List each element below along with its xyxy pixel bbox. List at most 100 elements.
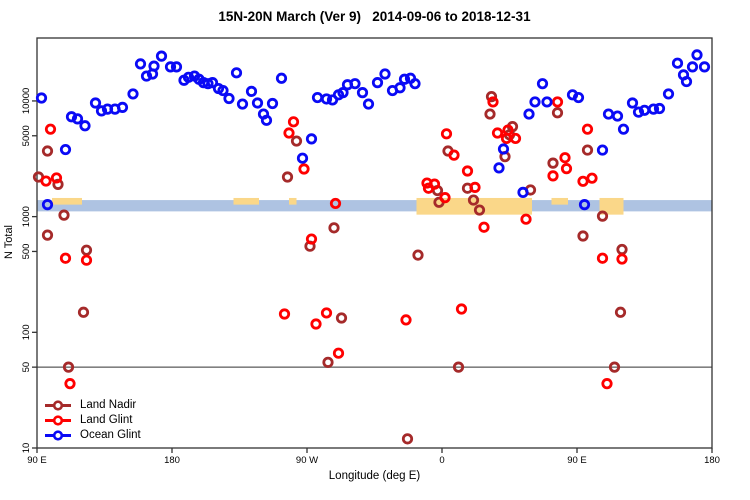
point-ocean-glint <box>617 123 630 135</box>
point-land-nadir <box>281 171 294 183</box>
point-land-nadir <box>62 361 75 373</box>
point-land-nadir <box>581 144 594 156</box>
point-land-nadir <box>58 209 70 221</box>
point-land-glint <box>320 307 333 319</box>
point-ocean-glint <box>148 60 160 72</box>
x-tick-label: 0 <box>439 455 444 466</box>
point-ocean-glint <box>371 77 384 89</box>
point-land-glint <box>487 96 499 108</box>
point-ocean-glint <box>349 78 361 90</box>
point-land-glint <box>601 378 613 390</box>
point-land-glint <box>305 233 318 245</box>
point-ocean-glint <box>164 61 177 73</box>
legend: Land Nadir Land Glint Ocean Glint <box>44 399 141 442</box>
land-density-band <box>599 197 624 215</box>
x-tick-label: 90 W <box>296 455 318 466</box>
point-ocean-glint <box>266 97 279 110</box>
point-ocean-glint <box>206 77 219 89</box>
point-ocean-glint <box>89 97 102 109</box>
land-density-band <box>551 197 568 205</box>
point-ocean-glint <box>680 75 693 88</box>
y-tick-label: 500 <box>21 244 32 260</box>
point-land-glint <box>50 172 63 184</box>
point-ocean-glint <box>41 199 54 211</box>
legend-marker-icon <box>45 400 71 411</box>
point-land-glint <box>298 163 310 175</box>
y-tick-label: 10000 <box>21 88 32 114</box>
point-ocean-glint <box>517 186 529 198</box>
legend-label: Land Nadir <box>80 399 137 411</box>
point-ocean-glint <box>296 152 309 164</box>
point-land-nadir <box>614 306 627 318</box>
point-land-nadir <box>412 249 424 261</box>
point-land-glint <box>440 128 453 140</box>
point-land-glint <box>329 197 342 210</box>
point-land-glint <box>520 213 532 225</box>
point-land-glint <box>502 124 514 136</box>
point-land-nadir <box>485 91 498 103</box>
point-ocean-glint <box>611 110 624 122</box>
point-ocean-glint <box>223 92 235 105</box>
point-land-glint <box>491 127 504 139</box>
point-land-nadir <box>616 243 628 256</box>
x-tick-label: 180 <box>704 455 720 466</box>
point-land-nadir <box>41 145 54 157</box>
point-ocean-glint <box>493 162 505 174</box>
point-land-nadir <box>577 230 589 242</box>
point-land-nadir <box>290 135 303 147</box>
point-ocean-glint <box>653 102 666 115</box>
legend-marker-icon <box>45 415 71 426</box>
point-land-glint <box>40 175 52 187</box>
point-ocean-glint <box>170 61 183 73</box>
point-ocean-glint <box>230 67 243 79</box>
point-land-glint <box>551 96 564 108</box>
land-density-band <box>233 197 259 205</box>
x-tick-label: 90 E <box>27 455 47 466</box>
point-land-nadir <box>41 229 54 241</box>
point-ocean-glint <box>140 70 153 82</box>
point-land-glint <box>616 253 628 265</box>
point-land-glint <box>278 308 291 320</box>
point-ocean-glint <box>638 104 651 116</box>
point-ocean-glint <box>362 98 375 110</box>
chart-title: 15N-20N March (Ver 9) 2014-09-06 to 2018… <box>218 9 531 24</box>
point-ocean-glint <box>398 73 411 85</box>
point-land-glint <box>586 172 598 184</box>
point-land-glint <box>509 132 522 145</box>
point-ocean-glint <box>95 105 108 117</box>
land-density-band <box>289 197 297 205</box>
point-ocean-glint <box>572 91 585 104</box>
legend-label: Land Glint <box>80 414 133 426</box>
point-land-nadir <box>596 210 609 222</box>
point-land-nadir <box>52 178 64 190</box>
point-land-glint <box>287 116 300 128</box>
point-land-glint <box>64 378 76 390</box>
point-ocean-glint <box>182 71 195 83</box>
point-land-glint <box>439 192 451 204</box>
point-ocean-glint <box>596 144 609 156</box>
point-ocean-glint <box>116 101 129 113</box>
point-land-nadir <box>80 244 93 256</box>
y-axis-title: N Total <box>3 224 15 260</box>
point-ocean-glint <box>337 87 349 99</box>
point-ocean-glint <box>71 113 84 125</box>
point-land-glint <box>577 175 589 187</box>
y-tick-label: 10 <box>21 443 32 454</box>
point-ocean-glint <box>305 133 318 145</box>
point-land-glint <box>400 314 412 326</box>
point-land-glint <box>283 127 295 139</box>
y-tick-label: 50 <box>21 362 32 373</box>
point-ocean-glint <box>671 57 684 69</box>
point-ocean-glint <box>65 111 78 123</box>
point-land-nadir <box>401 433 414 445</box>
point-ocean-glint <box>155 50 168 62</box>
point-ocean-glint <box>320 93 333 105</box>
point-ocean-glint <box>134 58 147 70</box>
point-ocean-glint <box>541 96 553 108</box>
point-ocean-glint <box>35 92 48 104</box>
point-ocean-glint <box>79 120 91 132</box>
point-land-nadir <box>467 194 480 206</box>
point-ocean-glint <box>686 61 699 73</box>
